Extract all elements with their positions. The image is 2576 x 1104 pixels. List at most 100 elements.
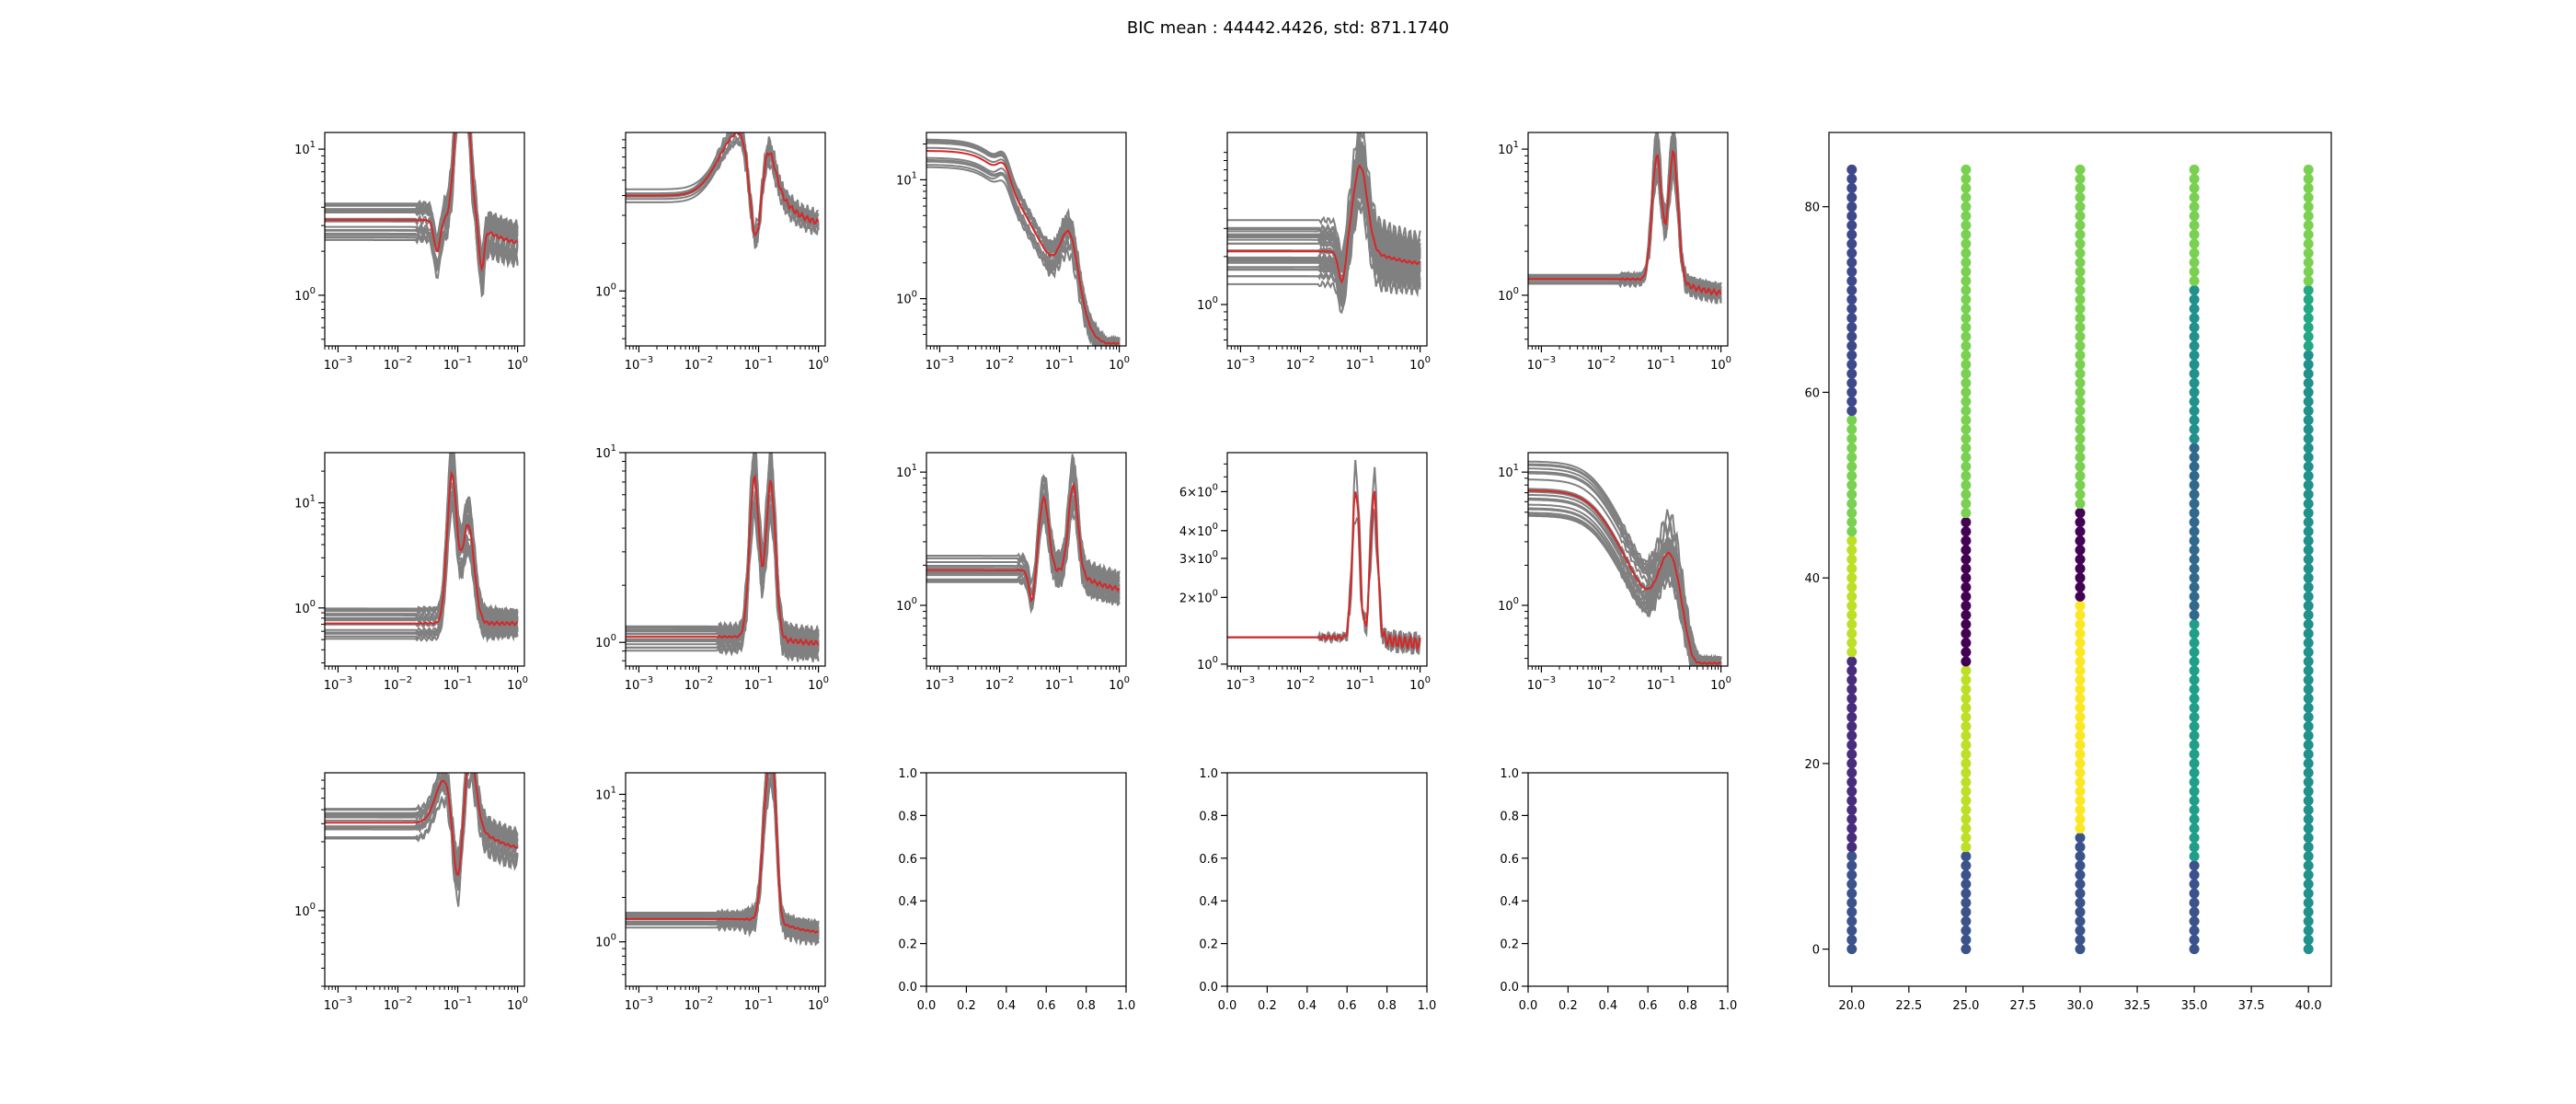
axes-frame	[625, 772, 826, 987]
cluster-point	[1961, 294, 1972, 305]
cluster-point	[2075, 869, 2086, 880]
cluster-point	[1846, 322, 1857, 333]
cluster-point	[2189, 183, 2200, 194]
cluster-point	[2189, 313, 2200, 324]
cluster-point	[2303, 730, 2314, 742]
cluster-point	[2189, 192, 2200, 203]
cluster-point	[1961, 693, 1972, 704]
ensemble-curve	[325, 132, 519, 278]
cluster-point	[2189, 517, 2200, 528]
cluster-point	[1846, 470, 1857, 481]
x-tick-label: 10−1	[744, 675, 773, 693]
cluster-point	[1961, 359, 1972, 370]
cluster-point	[2303, 581, 2314, 592]
cluster-point	[1846, 702, 1857, 713]
x-tick-label: 10−3	[1527, 355, 1556, 373]
cluster-point	[2189, 461, 2200, 472]
cluster-point	[1846, 563, 1857, 574]
y-tick-label: 4×100	[1179, 522, 1218, 539]
cluster-point	[1961, 192, 1972, 203]
axes-frame	[1226, 772, 1428, 987]
cluster-point	[2075, 304, 2086, 315]
x-tick-label: 27.5	[2009, 999, 2036, 1013]
axes-frame	[926, 452, 1127, 667]
x-tick-label: 100	[507, 675, 528, 693]
y-tick-label: 0.4	[1199, 895, 1218, 909]
cluster-point	[2303, 294, 2314, 305]
cluster-point	[1961, 313, 1972, 324]
cluster-point	[2303, 340, 2314, 351]
cluster-point	[1846, 888, 1857, 899]
cluster-point	[2303, 554, 2314, 565]
cluster-point	[2189, 888, 2200, 899]
cluster-point	[1961, 563, 1972, 574]
cluster-point	[1846, 183, 1857, 194]
cluster-point	[2303, 786, 2314, 797]
panel-r1c4: 10−3 10−2 10−1 100 100	[1197, 132, 1431, 373]
cluster-point	[1846, 452, 1857, 463]
cluster-point	[2189, 906, 2200, 917]
x-tick-label: 0.2	[1258, 999, 1277, 1013]
ensemble-curve	[626, 453, 820, 650]
x-tick-label: 37.5	[2238, 999, 2265, 1013]
y-tick-label: 1.0	[1500, 767, 1519, 781]
cluster-point	[1961, 424, 1972, 435]
y-tick-label: 0.4	[1500, 895, 1519, 909]
cluster-point	[2075, 526, 2086, 537]
x-tick-label: 0.0	[1218, 999, 1237, 1013]
y-tick-label: 101	[294, 494, 316, 512]
x-tick-label: 10−1	[744, 995, 773, 1013]
y-tick-label: 100	[1197, 655, 1218, 673]
cluster-point	[1961, 257, 1972, 268]
x-tick-label: 0.6	[1037, 999, 1056, 1013]
panel-r2c1: 10−3 10−2 10−1 100 100 101	[294, 452, 528, 693]
ensemble-curve	[626, 773, 820, 940]
panel-r2c3: 10−3 10−2 10−1 100 100 101	[896, 452, 1130, 693]
cluster-point	[2189, 433, 2200, 444]
cluster-point	[1961, 229, 1972, 240]
cluster-point	[2075, 489, 2086, 500]
cluster-point	[1961, 674, 1972, 685]
cluster-point	[2303, 842, 2314, 853]
cluster-point	[2303, 833, 2314, 844]
x-tick-label: 0.4	[1297, 999, 1317, 1013]
cluster-point	[1961, 238, 1972, 249]
cluster-point	[2189, 944, 2200, 955]
cluster-point	[2189, 740, 2200, 751]
cluster-point	[2303, 823, 2314, 834]
cluster-point	[2303, 526, 2314, 537]
cluster-point	[1846, 220, 1857, 231]
cluster-point	[2189, 229, 2200, 240]
ensemble-curve	[325, 460, 519, 629]
cluster-point	[2075, 183, 2086, 194]
cluster-point	[2075, 758, 2086, 769]
cluster-point	[1846, 164, 1857, 175]
axes-frame	[926, 772, 1127, 987]
x-tick-label: 0.8	[1076, 999, 1096, 1013]
cluster-point	[2075, 220, 2086, 231]
panel-r3c5: 0.0 0.2 0.4 0.6 0.8 1.0 0.0 0.2 0.4 0.6 0.8 1.0	[1500, 767, 1737, 1013]
axes-frame	[1527, 452, 1729, 667]
cluster-point	[2303, 266, 2314, 277]
panel-r1c3: 10−3 10−2 10−1 100 100 101	[896, 132, 1130, 373]
plot-area	[626, 453, 820, 662]
cluster-point	[1846, 554, 1857, 565]
axes-frame	[324, 132, 525, 347]
cluster-point	[1961, 684, 1972, 695]
ensemble-curve	[1528, 464, 1721, 666]
ensemble-curve	[626, 453, 820, 646]
cluster-point	[2303, 851, 2314, 862]
x-tick-label: 1.0	[1418, 999, 1437, 1013]
cluster-point	[2075, 247, 2086, 259]
cluster-point	[2189, 386, 2200, 397]
cluster-point	[2189, 915, 2200, 926]
cluster-point	[2075, 888, 2086, 899]
ensemble-curve	[325, 453, 519, 622]
panel-r3c1: 10−3 10−2 10−1 100 100	[294, 772, 528, 1013]
cluster-point	[2075, 795, 2086, 806]
y-tick-label: 40	[1804, 572, 1820, 586]
cluster-point	[1961, 173, 1972, 184]
cluster-point	[1846, 638, 1857, 649]
x-tick-label: 10−3	[625, 995, 653, 1013]
ensemble-curve	[626, 773, 820, 944]
